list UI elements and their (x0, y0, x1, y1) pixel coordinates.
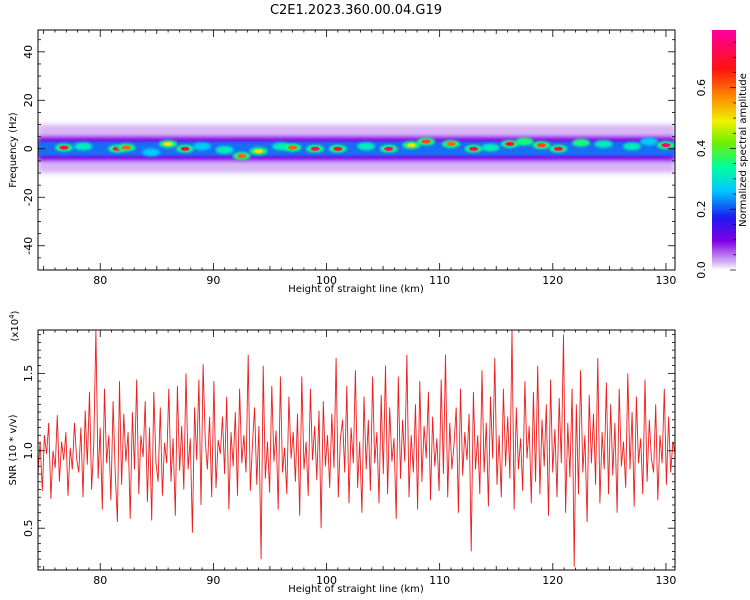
snr-y-multiplier: (x104) (8, 310, 21, 341)
y-tick-label: 1.5 (22, 365, 35, 383)
x-tick-label: 120 (542, 574, 563, 587)
heatmap-peak-core-17 (406, 143, 416, 148)
spectrogram-panel: 80 90 100 110 120 130 -40 -20 0 20 40 Height of s… (8, 29, 676, 295)
heatmap-peak-core-12 (288, 145, 298, 150)
y-tick-label: 0.5 (22, 519, 35, 537)
y-tick-label: 1.0 (22, 442, 35, 460)
spectrogram-x-axis-title: Height of straight line (km) (288, 284, 424, 295)
heatmap-peak-core-22 (505, 141, 515, 146)
heatmap-peak-core-0 (59, 145, 69, 150)
snr-y-axis-title: SNR (10 * v/v) (8, 414, 19, 485)
heatmap-peak-29 (639, 137, 658, 146)
heatmap-peak-core-9 (237, 154, 247, 159)
heatmap-peak-core-6 (180, 146, 190, 151)
multiplier-close: ) (10, 310, 21, 314)
heatmap-peak-core-25 (553, 146, 563, 151)
x-tick-label: 80 (93, 274, 107, 287)
snr-series-line (38, 330, 675, 567)
snr-frame (37, 329, 676, 571)
colorbar-ticks: 0.0 0.2 0.4 0.6 (695, 41, 736, 279)
heatmap-peak-core-30 (661, 143, 671, 148)
colorbar-tick-label: 0.4 (695, 140, 708, 158)
y-tick-label: 0 (22, 145, 35, 152)
heatmap-peak-core-3 (121, 145, 131, 150)
multiplier-exponent: 4 (8, 314, 16, 319)
y-tick-label: 20 (22, 93, 35, 107)
figure-title: C2E1.2023.360.00.04.G19 (270, 3, 442, 18)
spectrogram-frame (37, 29, 676, 271)
colorbar-tick-label: 0.2 (695, 200, 708, 218)
x-tick-label: 100 (316, 574, 337, 587)
snr-y-ticks: 0.5 1.0 1.5 (22, 334, 675, 568)
heatmap-peak-core-19 (446, 141, 456, 146)
multiplier-prefix: (x10 (10, 319, 21, 342)
heatmap-peak-core-18 (421, 139, 431, 144)
heatmap-peak-15 (357, 142, 376, 151)
heatmap-peak-core-5 (163, 141, 173, 146)
x-tick-label: 80 (93, 574, 107, 587)
colorbar-tick-label: 0.6 (695, 79, 708, 97)
svg-text:(x104): (x104) (8, 310, 21, 341)
heatmap-peak-23 (515, 137, 534, 146)
x-tick-label: 110 (429, 574, 450, 587)
x-tick-label: 100 (316, 274, 337, 287)
heatmap-peak-21 (481, 143, 500, 152)
colorbar-gradient (712, 30, 736, 270)
spectrogram-y-axis-title: Frequency (Hz) (8, 112, 19, 188)
heatmap-peak-core-14 (333, 146, 343, 151)
colorbar-label: Normalized spectral amplitude (738, 73, 749, 227)
x-tick-label: 130 (655, 574, 676, 587)
y-tick-label: -40 (22, 237, 35, 255)
spectrogram-x-ticks: 80 90 100 110 120 130 (43, 30, 676, 287)
x-tick-label: 130 (655, 274, 676, 287)
heatmap-peak-core-16 (384, 146, 394, 151)
snr-x-ticks: 80 90 100 110 120 130 (43, 330, 676, 587)
heatmap-peak-core-24 (536, 143, 546, 148)
x-tick-label: 120 (542, 274, 563, 287)
spectrogram-y-ticks: -40 -20 0 20 40 (22, 39, 675, 271)
snr-x-axis-title: Height of straight line (km) (288, 584, 424, 595)
heatmap-peak-core-13 (310, 146, 320, 151)
y-tick-label: 40 (22, 45, 35, 59)
heatmap-peak-26 (572, 138, 591, 147)
x-tick-label: 90 (206, 574, 220, 587)
heatmap-peak-7 (193, 142, 212, 151)
x-tick-label: 110 (429, 274, 450, 287)
heatmap-peak-core-20 (469, 146, 479, 151)
snr-panel: 80 90 100 110 120 130 0.5 1.0 1.5 Height of str… (8, 310, 676, 595)
y-tick-label: -20 (22, 188, 35, 206)
heatmap-peak-core-10 (254, 149, 264, 154)
x-tick-label: 90 (206, 274, 220, 287)
heatmap-peak-4 (142, 148, 161, 157)
colorbar: 0.0 0.2 0.4 0.6 Normalized spectral amplitu… (695, 30, 749, 279)
heatmap-peak-27 (594, 139, 613, 148)
heatmap-peak-1 (74, 142, 93, 151)
heatmap-peak-28 (623, 142, 642, 151)
spectrogram-heatmap (38, 124, 675, 174)
heatmap-peak-8 (215, 146, 234, 154)
colorbar-tick-label: 0.0 (695, 261, 708, 279)
